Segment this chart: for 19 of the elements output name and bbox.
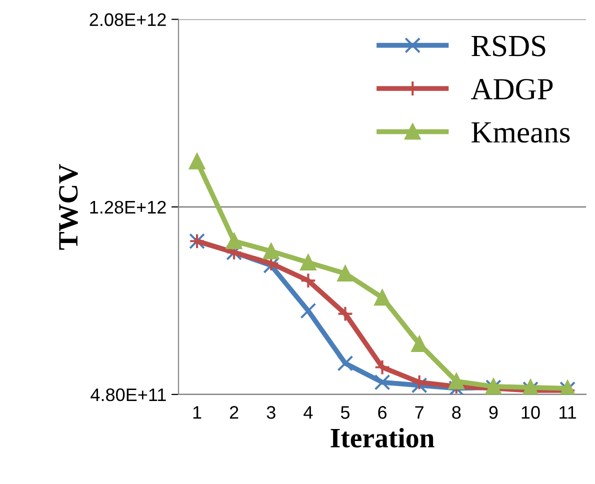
x-tick-label: 6 <box>378 406 387 419</box>
legend-label: Kmeans <box>472 122 570 143</box>
x-tick-label: 10 <box>522 406 540 419</box>
x-tick-label: 8 <box>452 406 461 419</box>
x-tick-label: 3 <box>266 406 276 419</box>
y-tick-label: 1.28E+12 <box>90 200 166 214</box>
x-tick-label: 4 <box>304 406 313 419</box>
x-tick-label: 2 <box>230 406 238 419</box>
legend-label: ADGP <box>470 78 553 100</box>
x-tick-label: 1 <box>193 406 202 419</box>
legend-label: RSDS <box>472 36 546 56</box>
x-tick-label: 9 <box>489 406 498 419</box>
y-axis-title: TWCV <box>59 164 78 250</box>
x-tick-label: 11 <box>560 406 576 419</box>
x-tick-label: 7 <box>415 406 424 419</box>
x-axis-title: Iteration <box>330 428 434 448</box>
y-tick-label: 4.80E+11 <box>90 388 166 402</box>
y-tick-label: 2.08E+12 <box>90 13 166 26</box>
x-tick-label: 5 <box>340 406 350 419</box>
